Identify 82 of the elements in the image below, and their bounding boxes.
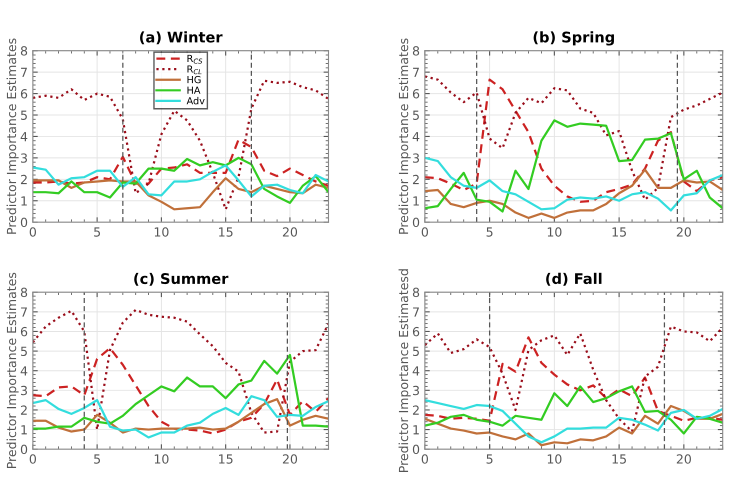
y-tick-label: 4: [20, 366, 28, 376]
x-tick-label: 20: [282, 227, 298, 237]
x-tick-label: 0: [422, 227, 428, 237]
line-series: [424, 325, 723, 433]
x-tick-label: 20: [676, 454, 691, 464]
x-tick-label: 5: [486, 454, 492, 464]
line-series: [32, 308, 328, 434]
chart-title: (c) Summer: [134, 272, 228, 286]
legend-label: HG: [187, 76, 201, 84]
x-tick-label: 10: [548, 227, 562, 237]
x-tick-label: 10: [548, 454, 562, 464]
y-tick-label: 2: [20, 405, 27, 415]
line-series: [424, 119, 723, 213]
x-tick-label: 10: [154, 227, 169, 237]
y-tick-label: 6: [20, 326, 28, 336]
y-tick-label: 5: [413, 110, 419, 120]
legend-label: R$_{CS}$: [187, 54, 202, 64]
y-tick-label: 5: [413, 346, 419, 356]
y-tick-label: 5: [21, 346, 27, 356]
x-tick-label: 15: [612, 227, 626, 237]
x-tick-label: 0: [30, 227, 36, 237]
y-tick-label: 1: [21, 425, 27, 434]
y-tick-label: 8: [20, 46, 28, 56]
y-tick-label: 4: [412, 132, 420, 142]
legend-label: R$_{CL}$: [187, 65, 202, 74]
y-tick-label: 3: [413, 153, 419, 163]
y-tick-label: 4: [20, 132, 28, 142]
y-tick-label: 0: [412, 444, 420, 454]
y-tick-label: 8: [412, 46, 420, 56]
y-tick-label: 1: [21, 196, 27, 206]
y-tick-label: 6: [412, 89, 420, 99]
x-tick-label: 5: [486, 227, 492, 237]
line-series: [424, 385, 723, 435]
chart-title: (d) Fall: [546, 272, 602, 286]
y-tick-label: 5: [21, 110, 27, 120]
legend-label: HA: [187, 86, 200, 94]
y-tick-label: 6: [412, 326, 420, 336]
legend-label: Adv: [186, 96, 205, 104]
x-tick-label: 0: [30, 454, 36, 464]
line-series: [32, 138, 328, 187]
x-tick-label: 20: [282, 454, 298, 464]
y-tick-label: 0: [20, 218, 28, 228]
y-tick-label: 8: [20, 288, 28, 298]
x-tick-label: 0: [422, 454, 428, 464]
x-tick-label: 5: [94, 454, 100, 464]
y-tick-label: 2: [412, 174, 419, 184]
x-tick-label: 15: [612, 454, 626, 464]
x-tick-label: 10: [154, 454, 169, 464]
x-tick-label: 15: [219, 454, 233, 464]
y-tick-label: 2: [412, 405, 419, 415]
y-axis-title: Predictor Importance Estimatesd: [398, 269, 411, 472]
y-tick-label: 3: [20, 153, 27, 163]
y-axis-title: Predictor Importance Estimates: [6, 272, 19, 468]
y-tick-label: 1: [413, 196, 419, 206]
chart-title: (b) Spring: [534, 31, 614, 46]
y-tick-label: 4: [412, 366, 420, 376]
y-axis-title: Predictor Importance Estimates: [398, 38, 411, 234]
y-tick-label: 0: [20, 444, 28, 454]
line-series: [424, 336, 723, 422]
y-tick-label: 3: [20, 386, 27, 396]
y-tick-label: 7: [413, 68, 419, 77]
y-tick-label: 1: [413, 425, 419, 434]
line-series: [424, 168, 723, 220]
y-tick-label: 7: [21, 307, 27, 317]
y-tick-label: 0: [412, 218, 420, 228]
line-series: [32, 177, 328, 210]
y-tick-label: 7: [21, 68, 27, 77]
line-series: [424, 156, 723, 212]
y-axis-title: Predictor Importance Estimates: [6, 38, 19, 234]
y-tick-label: 7: [413, 307, 419, 317]
chart-title: (a) Winter: [140, 31, 223, 44]
y-tick-label: 3: [413, 386, 419, 396]
line-series: [424, 404, 723, 446]
line-series: [32, 156, 328, 204]
y-tick-label: 2: [20, 174, 27, 184]
x-tick-label: 20: [676, 227, 691, 237]
line-series: [32, 164, 328, 198]
line-series: [424, 399, 723, 444]
x-tick-label: 5: [94, 227, 100, 237]
x-tick-label: 15: [219, 227, 233, 237]
y-tick-label: 8: [412, 288, 420, 298]
y-tick-label: 6: [20, 89, 28, 99]
